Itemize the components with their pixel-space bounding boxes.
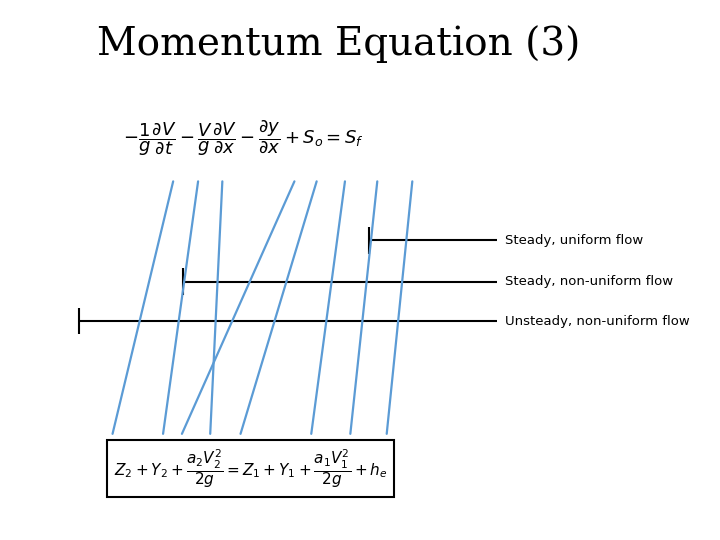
Text: Unsteady, non-uniform flow: Unsteady, non-uniform flow (505, 314, 689, 328)
Text: $-\dfrac{1}{g}\dfrac{\partial V}{\partial t} - \dfrac{V}{g}\dfrac{\partial V}{\p: $-\dfrac{1}{g}\dfrac{\partial V}{\partia… (124, 119, 364, 158)
Text: Steady, uniform flow: Steady, uniform flow (505, 234, 643, 247)
Text: Momentum Equation (3): Momentum Equation (3) (96, 25, 580, 63)
Text: $Z_2 + Y_2 + \dfrac{a_2 V_2^2}{2g} = Z_1 + Y_1 + \dfrac{a_1 V_1^2}{2g} + h_e$: $Z_2 + Y_2 + \dfrac{a_2 V_2^2}{2g} = Z_1… (114, 447, 387, 490)
Text: Steady, non-uniform flow: Steady, non-uniform flow (505, 275, 672, 288)
